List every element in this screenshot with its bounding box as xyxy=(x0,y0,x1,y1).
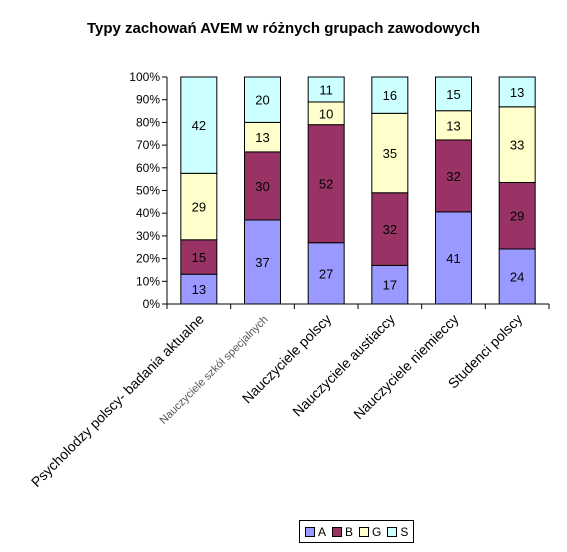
data-label: 42 xyxy=(192,118,206,133)
data-label: 30 xyxy=(255,179,269,194)
legend-label: G xyxy=(372,524,382,539)
bar-segment-B xyxy=(180,239,218,275)
data-label: 41 xyxy=(446,251,460,266)
data-label: 16 xyxy=(383,88,397,103)
legend-label: S xyxy=(400,524,409,539)
legend-label: B xyxy=(345,524,354,539)
y-tick-label: 0% xyxy=(143,297,161,311)
legend-swatch xyxy=(305,526,315,537)
bar-segment-S xyxy=(371,76,409,114)
y-tick-label: 40% xyxy=(136,206,160,220)
bar-segment-A xyxy=(435,211,472,305)
data-label: 13 xyxy=(510,85,524,100)
bar-segment-G xyxy=(180,172,218,241)
data-label: 52 xyxy=(319,177,333,192)
bar-segment-S xyxy=(244,76,281,123)
bar-segment-A xyxy=(307,242,345,305)
y-tick-label: 10% xyxy=(136,274,160,288)
y-tick-label: 90% xyxy=(136,93,160,107)
data-label: 32 xyxy=(383,222,397,237)
legend-item-S: S xyxy=(387,525,408,539)
y-tick-label: 80% xyxy=(136,115,160,129)
y-tick-label: 30% xyxy=(136,229,160,243)
data-label: 37 xyxy=(255,255,269,270)
y-tick-label: 20% xyxy=(136,252,160,266)
bar-segment-B xyxy=(435,139,472,213)
data-label: 35 xyxy=(383,146,397,161)
bar-segment-B xyxy=(371,192,409,266)
data-label: 29 xyxy=(510,209,524,224)
bar-segment-S xyxy=(498,76,536,108)
x-category-label: Nauczyciele niemieccy xyxy=(350,311,461,422)
bar-segment-G xyxy=(435,110,472,141)
y-tick-label: 50% xyxy=(136,184,160,198)
data-label: 32 xyxy=(446,169,460,184)
data-label: 17 xyxy=(383,278,397,293)
bar-segment-B xyxy=(307,124,345,244)
legend-swatch xyxy=(332,526,343,537)
y-tick-label: 70% xyxy=(136,138,160,152)
y-tick-label: 60% xyxy=(136,161,160,175)
data-label: 10 xyxy=(319,106,333,121)
y-tick-label: 100% xyxy=(129,70,160,84)
chart-title: Typy zachowań AVEM w różnych grupach zaw… xyxy=(86,20,481,37)
bar-segment-B xyxy=(498,181,536,250)
data-label: 13 xyxy=(192,282,206,297)
bar-segment-A xyxy=(180,273,218,305)
data-label: 11 xyxy=(319,82,333,97)
data-label: 15 xyxy=(446,87,460,102)
data-label: 13 xyxy=(255,130,269,145)
data-label: 24 xyxy=(510,269,524,284)
data-label: 33 xyxy=(510,138,524,153)
data-label: 13 xyxy=(446,118,460,133)
data-label: 29 xyxy=(192,200,206,215)
bar-segment-G xyxy=(371,112,409,194)
bar-segment-G xyxy=(244,121,281,153)
legend-item-G: G xyxy=(359,525,381,539)
legend-swatch xyxy=(359,526,370,537)
legend-label: A xyxy=(318,524,327,539)
legend-item-A: A xyxy=(305,525,326,539)
bar-segment-S xyxy=(307,76,345,103)
data-label: 20 xyxy=(255,93,269,108)
bar-segment-A xyxy=(498,248,536,305)
legend-swatch xyxy=(387,526,398,537)
bar-segment-S xyxy=(435,76,472,112)
bar-segment-A xyxy=(371,264,409,305)
data-label: 15 xyxy=(192,250,206,265)
bar-segment-S xyxy=(180,76,218,174)
bar-segment-B xyxy=(244,151,281,221)
legend-item-B: B xyxy=(332,525,353,539)
data-label: 27 xyxy=(319,266,333,281)
